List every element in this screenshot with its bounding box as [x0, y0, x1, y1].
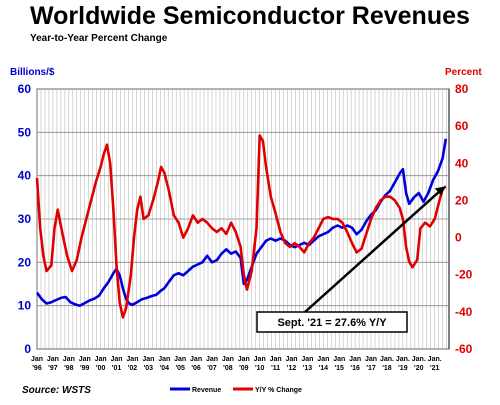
x-tick-label-month: Jan [365, 356, 377, 363]
chart-title: Worldwide Semiconductor Revenues [30, 2, 470, 30]
right-axis-tick-label: -40 [455, 305, 473, 319]
legend-label-yy-change: Y/Y % Change [255, 387, 302, 394]
annotation-arrow-line [304, 188, 443, 313]
x-tick-label-month: Jan. [396, 356, 410, 363]
left-axis-tick-label: 10 [18, 299, 32, 313]
left-axis-tick-label: 50 [18, 125, 32, 139]
x-tick-label-year: '20 [414, 365, 424, 372]
x-tick-label-year: '11 [271, 365, 280, 372]
series-line-yy-change [35, 134, 447, 319]
x-tick-label-year: '08 [223, 365, 233, 372]
annotation-arrow-head [434, 186, 446, 196]
x-tick-label-month: Jan [349, 356, 361, 363]
x-tick-label-month: Jan [222, 356, 234, 363]
left-axis-tick-label: 20 [18, 255, 32, 269]
x-tick-label-month: Jan [206, 356, 218, 363]
annotation-box [256, 311, 408, 333]
x-tick-label-year: '21 [430, 365, 440, 372]
left-axis-tick-label: 0 [24, 342, 31, 356]
left-axis-unit-label: Billions/$ [10, 67, 55, 78]
x-tick-label-month: Jan [301, 356, 313, 363]
x-tick-label-month: Jan [95, 356, 107, 363]
x-tick-label-year: '05 [175, 365, 185, 372]
x-tick-label-month: Jan [158, 356, 170, 363]
right-axis-unit-label: Percent [445, 67, 482, 78]
x-tick-label-year: '19 [398, 365, 408, 372]
x-tick-label-month: Jan [47, 356, 59, 363]
x-tick-label-year: '06 [191, 365, 201, 372]
x-tick-label-year: '16 [350, 365, 360, 372]
right-axis-tick-label: 20 [455, 193, 469, 207]
right-axis-tick-label: 60 [455, 119, 469, 133]
x-tick-label-month: Jan. [412, 356, 426, 363]
x-tick-label-month: Jan. [380, 356, 394, 363]
x-tick-label-year: '03 [144, 365, 154, 372]
left-axis-tick-label: 60 [18, 82, 32, 96]
right-axis-tick-label: -60 [455, 342, 473, 356]
x-tick-label-year: '14 [319, 365, 329, 372]
x-tick-label-year: '00 [96, 365, 106, 372]
right-axis-tick-label: 0 [455, 231, 462, 245]
x-tick-label-year: '97 [48, 365, 58, 372]
x-tick-label-month: Jan [63, 356, 75, 363]
x-tick-label-month: Jan [238, 356, 250, 363]
x-tick-label-month: Jan [142, 356, 154, 363]
x-tick-label-month: Jan [254, 356, 266, 363]
x-tick-label-month: Jan. [428, 356, 442, 363]
x-tick-label-year: '01 [112, 365, 122, 372]
x-tick-label-year: '12 [287, 365, 297, 372]
x-tick-label-year: '13 [303, 365, 313, 372]
x-tick-label-month: Jan [317, 356, 329, 363]
x-tick-label-year: '99 [80, 365, 90, 372]
x-tick-label-year: '04 [160, 365, 170, 372]
x-tick-label-month: Jan [79, 356, 91, 363]
x-tick-label-month: Jan [174, 356, 186, 363]
x-tick-label-year: '98 [64, 365, 74, 372]
right-axis-tick-label: 40 [455, 156, 469, 170]
x-tick-label-month: Jan [126, 356, 138, 363]
left-axis-tick-label: 40 [18, 169, 32, 183]
right-axis-tick-label: -20 [455, 268, 473, 282]
x-tick-label-year: '02 [128, 365, 138, 372]
x-tick-label-year: '15 [335, 365, 345, 372]
right-axis-tick-label: 80 [455, 82, 469, 96]
legend-label-revenue: Revenue [192, 387, 221, 394]
x-tick-label-year: '17 [366, 365, 376, 372]
x-tick-label-year: '18 [382, 365, 392, 372]
left-axis-tick-label: 30 [18, 212, 32, 226]
x-tick-label-month: Jan [285, 356, 297, 363]
x-tick-label-month: Jan [270, 356, 282, 363]
x-tick-label-year: '07 [207, 365, 217, 372]
x-tick-label-month: Jan [31, 356, 43, 363]
chart-subtitle: Year-to-Year Percent Change [30, 33, 168, 44]
annotation-text: Sept. '21 = 27.6% Y/Y [277, 317, 387, 329]
source-note: Source: WSTS [22, 385, 91, 396]
x-tick-label-month: Jan [333, 356, 345, 363]
x-tick-label-month: Jan [190, 356, 202, 363]
x-tick-label-year: '09 [239, 365, 249, 372]
x-tick-label-year: '96 [32, 365, 42, 372]
x-tick-label-year: '10 [255, 365, 265, 372]
x-tick-label-month: Jan [111, 356, 123, 363]
